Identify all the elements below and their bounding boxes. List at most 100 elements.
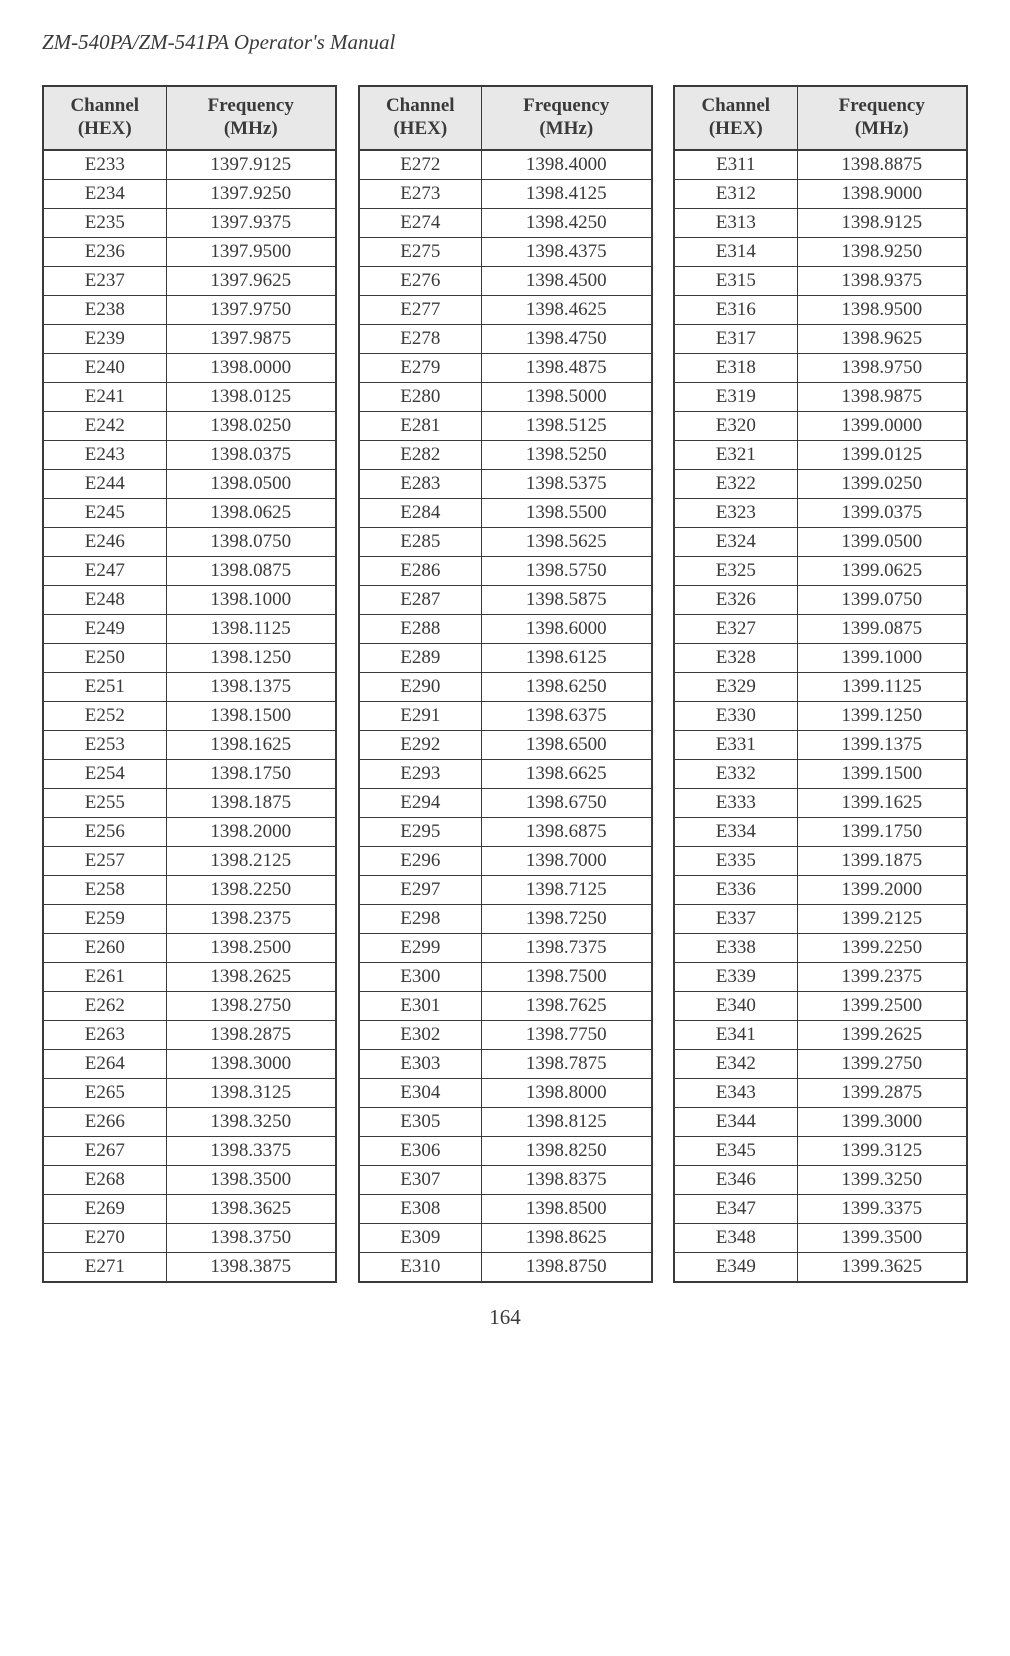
cell-frequency: 1398.2750 xyxy=(166,991,336,1020)
cell-channel: E299 xyxy=(359,933,482,962)
cell-channel: E277 xyxy=(359,295,482,324)
table-row: E2731398.4125 xyxy=(359,179,652,208)
cell-frequency: 1398.5125 xyxy=(482,411,652,440)
table-row: E2931398.6625 xyxy=(359,759,652,788)
cell-channel: E304 xyxy=(359,1078,482,1107)
cell-frequency: 1398.5000 xyxy=(482,382,652,411)
cell-frequency: 1399.2250 xyxy=(797,933,967,962)
cell-frequency: 1399.1750 xyxy=(797,817,967,846)
cell-channel: E237 xyxy=(43,266,166,295)
cell-frequency: 1398.6625 xyxy=(482,759,652,788)
table-row: E2541398.1750 xyxy=(43,759,336,788)
table-row: E3391399.2375 xyxy=(674,962,967,991)
cell-channel: E274 xyxy=(359,208,482,237)
cell-channel: E255 xyxy=(43,788,166,817)
table-row: E2701398.3750 xyxy=(43,1223,336,1252)
cell-channel: E326 xyxy=(674,585,797,614)
cell-channel: E249 xyxy=(43,614,166,643)
table-row: E3141398.9250 xyxy=(674,237,967,266)
cell-frequency: 1399.1375 xyxy=(797,730,967,759)
cell-frequency: 1397.9500 xyxy=(166,237,336,266)
cell-channel: E281 xyxy=(359,411,482,440)
cell-channel: E315 xyxy=(674,266,797,295)
table-row: E3021398.7750 xyxy=(359,1020,652,1049)
cell-frequency: 1398.1000 xyxy=(166,585,336,614)
header-frequency-line1: Frequency xyxy=(208,95,294,116)
table-row: E2811398.5125 xyxy=(359,411,652,440)
cell-frequency: 1398.9625 xyxy=(797,324,967,353)
cell-frequency: 1398.9375 xyxy=(797,266,967,295)
cell-channel: E290 xyxy=(359,672,482,701)
cell-frequency: 1398.6125 xyxy=(482,643,652,672)
cell-channel: E296 xyxy=(359,846,482,875)
cell-channel: E335 xyxy=(674,846,797,875)
cell-frequency: 1397.9375 xyxy=(166,208,336,237)
table-row: E3131398.9125 xyxy=(674,208,967,237)
cell-channel: E340 xyxy=(674,991,797,1020)
table-row: E2951398.6875 xyxy=(359,817,652,846)
table-row: E3201399.0000 xyxy=(674,411,967,440)
table-row: E2851398.5625 xyxy=(359,527,652,556)
cell-channel: E342 xyxy=(674,1049,797,1078)
table-row: E3381399.2250 xyxy=(674,933,967,962)
cell-channel: E233 xyxy=(43,150,166,180)
cell-channel: E331 xyxy=(674,730,797,759)
cell-channel: E329 xyxy=(674,672,797,701)
cell-channel: E336 xyxy=(674,875,797,904)
column-header-channel: Channel(HEX) xyxy=(674,86,797,150)
cell-channel: E265 xyxy=(43,1078,166,1107)
cell-channel: E240 xyxy=(43,353,166,382)
cell-frequency: 1398.2500 xyxy=(166,933,336,962)
cell-frequency: 1398.9500 xyxy=(797,295,967,324)
table-row: E3491399.3625 xyxy=(674,1252,967,1282)
table-row: E2981398.7250 xyxy=(359,904,652,933)
table-row: E3101398.8750 xyxy=(359,1252,652,1282)
cell-channel: E279 xyxy=(359,353,482,382)
table-row: E2591398.2375 xyxy=(43,904,336,933)
cell-channel: E345 xyxy=(674,1136,797,1165)
cell-channel: E238 xyxy=(43,295,166,324)
header-channel-line2: (HEX) xyxy=(709,118,763,139)
table-row: E2661398.3250 xyxy=(43,1107,336,1136)
cell-channel: E318 xyxy=(674,353,797,382)
column-header-frequency: Frequency(MHz) xyxy=(482,86,652,150)
table-row: E3351399.1875 xyxy=(674,846,967,875)
table-row: E2911398.6375 xyxy=(359,701,652,730)
table-row: E2561398.2000 xyxy=(43,817,336,846)
column-header-frequency: Frequency(MHz) xyxy=(166,86,336,150)
cell-channel: E282 xyxy=(359,440,482,469)
table-row: E2651398.3125 xyxy=(43,1078,336,1107)
table-row: E3091398.8625 xyxy=(359,1223,652,1252)
table-row: E3481399.3500 xyxy=(674,1223,967,1252)
table-row: E2511398.1375 xyxy=(43,672,336,701)
table-row: E2621398.2750 xyxy=(43,991,336,1020)
table-row: E2871398.5875 xyxy=(359,585,652,614)
cell-frequency: 1398.4750 xyxy=(482,324,652,353)
cell-channel: E334 xyxy=(674,817,797,846)
cell-frequency: 1398.3750 xyxy=(166,1223,336,1252)
cell-frequency: 1398.0250 xyxy=(166,411,336,440)
table-row: E2331397.9125 xyxy=(43,150,336,180)
table-row: E2841398.5500 xyxy=(359,498,652,527)
cell-frequency: 1397.9625 xyxy=(166,266,336,295)
cell-channel: E288 xyxy=(359,614,482,643)
cell-channel: E314 xyxy=(674,237,797,266)
cell-frequency: 1398.3250 xyxy=(166,1107,336,1136)
table-row: E3161398.9500 xyxy=(674,295,967,324)
cell-frequency: 1399.3625 xyxy=(797,1252,967,1282)
cell-channel: E239 xyxy=(43,324,166,353)
table-row: E2381397.9750 xyxy=(43,295,336,324)
table-row: E3031398.7875 xyxy=(359,1049,652,1078)
cell-channel: E246 xyxy=(43,527,166,556)
cell-channel: E312 xyxy=(674,179,797,208)
cell-frequency: 1397.9875 xyxy=(166,324,336,353)
cell-channel: E287 xyxy=(359,585,482,614)
cell-channel: E269 xyxy=(43,1194,166,1223)
cell-frequency: 1399.0000 xyxy=(797,411,967,440)
cell-frequency: 1398.8500 xyxy=(482,1194,652,1223)
cell-frequency: 1398.5250 xyxy=(482,440,652,469)
cell-frequency: 1398.3000 xyxy=(166,1049,336,1078)
table-row: E3171398.9625 xyxy=(674,324,967,353)
cell-frequency: 1398.9875 xyxy=(797,382,967,411)
cell-frequency: 1399.2625 xyxy=(797,1020,967,1049)
